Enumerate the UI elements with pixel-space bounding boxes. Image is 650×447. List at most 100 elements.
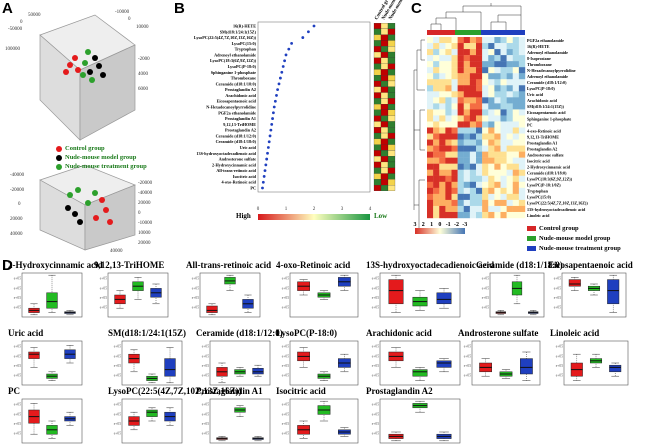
heatmap-cell (518, 151, 526, 158)
heatmap-cell (469, 205, 477, 213)
vip-heat-cell (373, 40, 382, 47)
vip-point (273, 99, 277, 103)
heatmap-cell (488, 73, 495, 80)
boxplot-title: Uric acid (8, 328, 44, 338)
boxplot-box (164, 358, 176, 377)
heatmap-cell (451, 61, 458, 68)
boxplot-title: SM(d18:1/24:1(15Z) (108, 328, 186, 338)
boxplot: e+05 e+05 e+05 e+05 (192, 272, 261, 318)
vip-heat-cell (387, 63, 396, 70)
heatmap-scale-tick: -1 (446, 222, 451, 228)
heatmap-cell (494, 163, 501, 170)
vip-point (277, 82, 281, 86)
heatmap-cell (469, 133, 477, 140)
heatmap-cell (445, 49, 452, 56)
heatmap-cell (445, 85, 452, 92)
vip-heat-cell (373, 109, 382, 116)
heatmap-cell (500, 61, 507, 68)
vip-category-label: LysoPC(15:0) (232, 41, 257, 46)
heatmap-cell (463, 43, 471, 50)
boxplot-y-tick: e+05 (14, 286, 21, 290)
heatmap-scale-tick: 0 (438, 222, 441, 228)
heatmap-cell (445, 43, 452, 50)
heatmap-cell (488, 187, 495, 195)
heatmap-cell (506, 169, 513, 176)
heatmap-cell (506, 37, 513, 44)
boxplot-y-tick: e+05 (14, 412, 21, 416)
vip-heat-cell (373, 98, 382, 105)
vip-heat-cell (373, 34, 382, 41)
heatmap-cell (451, 205, 458, 213)
vip-point (287, 47, 291, 51)
heatmap-cell (506, 73, 513, 80)
legend-label: Control group (539, 225, 579, 232)
boxplot-title: All-trans-retinoic acid (186, 260, 272, 270)
heatmap-cell (457, 73, 464, 80)
boxplot-y-tick: e+05 (464, 374, 471, 378)
heatmap-cell (427, 193, 434, 201)
heatmap-cell (488, 175, 495, 182)
heatmap-cell (469, 43, 477, 50)
heatmap-cell (445, 133, 452, 140)
heatmap-cell (457, 193, 464, 201)
vip-heat-cell (380, 75, 389, 82)
heatmap-scale-tick: 2 (422, 222, 425, 228)
vip-heat-cell (380, 69, 389, 76)
vip-heat-cell (387, 28, 396, 35)
boxplot-y-tick: e+05 (372, 432, 379, 436)
vip-heat-cell (380, 80, 389, 87)
boxplot-y-tick: e+05 (100, 306, 107, 310)
heatmap-cell (457, 85, 464, 92)
heatmap-cell (463, 151, 471, 158)
vip-heat-cell (387, 121, 396, 128)
legend-label: Nude-mouse model group (65, 154, 137, 161)
heatmap-cell (482, 79, 489, 86)
heatmap-cell (433, 187, 440, 195)
heatmap-cell (457, 187, 464, 195)
vip-point (264, 163, 268, 167)
heatmap-cell (445, 139, 452, 146)
heatmap-cell (518, 67, 526, 74)
heatmap-cell (476, 109, 483, 116)
heatmap-cell (469, 115, 477, 122)
boxplot-box (568, 279, 581, 287)
heatmap-cell (476, 103, 483, 110)
boxplot-y-tick: e+05 (14, 296, 21, 300)
heatmap-cell (439, 133, 446, 140)
heatmap-cell (512, 79, 520, 86)
heat-legend-model: Nude-mouse model group (527, 235, 610, 242)
heatmap-cell (445, 109, 452, 116)
heatmap-cell (445, 67, 452, 74)
heatmap-cell (463, 199, 471, 207)
vip-category-label: 16(R)-HETE (233, 24, 256, 29)
heatmap-row-label: 9,12,13-TriHOME (527, 134, 559, 139)
vip-scale-low: Low (374, 212, 388, 220)
pca-legend-treatment: Nude-mouse treatment group (56, 163, 147, 170)
tick: 0 (20, 20, 23, 25)
heatmap-cell (512, 127, 520, 134)
vip-point (261, 186, 264, 190)
heatmap-cell (433, 199, 440, 207)
heatmap-cell (512, 169, 520, 176)
boxplot: e+05 e+05 e+05 e+05 (14, 398, 83, 444)
heatmap-cell (433, 67, 440, 74)
heatmap-cell (500, 145, 507, 152)
heatmap-row-label: N-Hexadecanoylpyrrolidine (527, 68, 576, 73)
vip-heat-cell (380, 57, 389, 64)
boxplot: e+05 e+05 e+05 e+05 (114, 340, 183, 386)
heatmap-cell (488, 199, 495, 207)
vip-heat-cell (373, 167, 382, 174)
heatmap-cell (433, 103, 440, 110)
heatmap-cell (482, 133, 489, 140)
heatmap-cell (469, 103, 477, 110)
vip-point (263, 169, 267, 173)
heatmap-cell (488, 127, 495, 134)
heatmap-cell (476, 127, 483, 134)
vip-group-heat-strip (373, 23, 396, 191)
boxplot-box (146, 409, 158, 417)
pca-plot-bottom (39, 164, 136, 251)
boxplot: e+05 e+05 e+05 e+05 (202, 398, 271, 444)
heatmap-cell (433, 49, 440, 56)
